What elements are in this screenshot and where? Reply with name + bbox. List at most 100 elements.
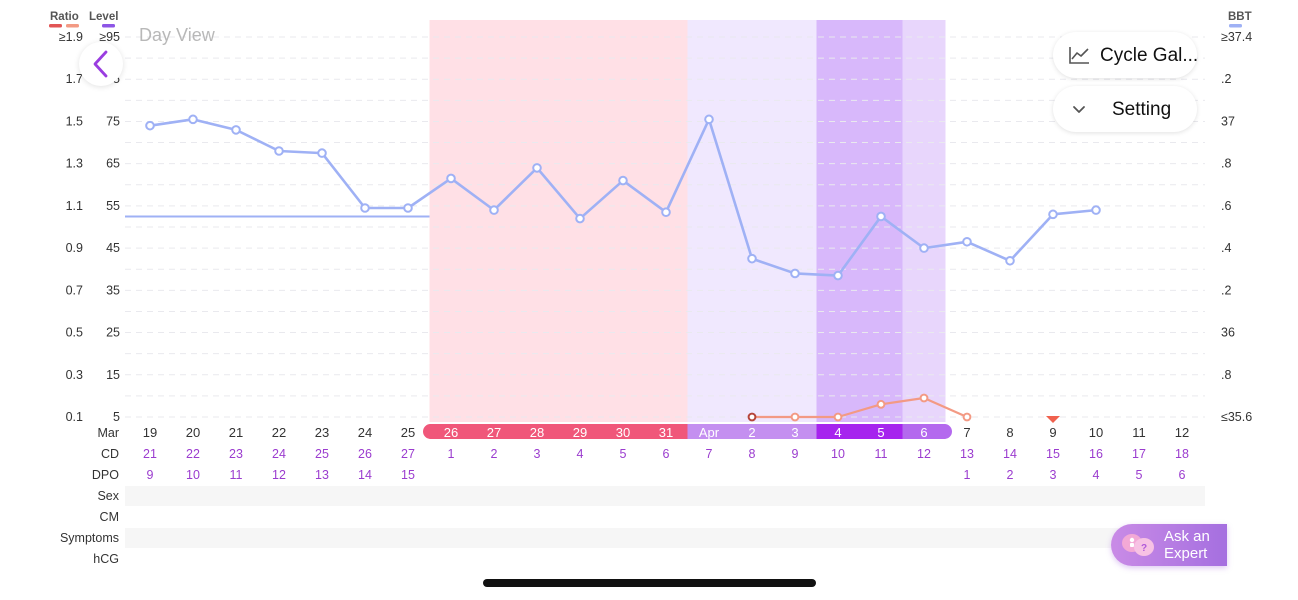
bbt-point[interactable] bbox=[188, 114, 198, 125]
level-tick-label: 75 bbox=[106, 114, 120, 128]
cm-row-label: CM bbox=[100, 510, 119, 524]
dpo-value: 3 bbox=[1050, 468, 1057, 482]
bbt-swatch bbox=[1229, 24, 1242, 28]
ratio-point[interactable] bbox=[747, 412, 757, 422]
bbt-point[interactable] bbox=[274, 146, 284, 156]
cd-row-label: CD bbox=[101, 447, 119, 461]
ratio-tick-label: 1.3 bbox=[66, 157, 83, 171]
cycle-gallery-label: Cycle Gal... bbox=[1100, 45, 1199, 66]
ratio-swatch-light bbox=[66, 24, 79, 28]
dpo-row-label: DPO bbox=[92, 468, 119, 482]
ratio-legend-label: Ratio bbox=[50, 11, 79, 23]
dpo-value: 2 bbox=[1007, 468, 1014, 482]
band-period bbox=[429, 20, 688, 422]
bbt-point[interactable] bbox=[833, 270, 843, 281]
cd-value: 24 bbox=[272, 447, 286, 461]
ratio-tick-label: 0.9 bbox=[66, 241, 83, 255]
bbt-point[interactable] bbox=[575, 213, 585, 224]
date-label: 31 bbox=[659, 425, 673, 440]
level-tick-label: 45 bbox=[106, 241, 120, 255]
ratio-point[interactable] bbox=[833, 412, 843, 422]
bbt-point[interactable] bbox=[403, 203, 413, 213]
cd-value: 9 bbox=[792, 447, 799, 461]
cd-value: 14 bbox=[1003, 447, 1017, 461]
dpo-value: 12 bbox=[272, 468, 286, 482]
ratio-point[interactable] bbox=[962, 412, 972, 422]
bbt-point[interactable] bbox=[1048, 209, 1058, 220]
cd-value: 23 bbox=[229, 447, 243, 461]
ratio-tick-label: 0.3 bbox=[66, 368, 83, 382]
bbt-point[interactable] bbox=[790, 268, 800, 279]
band-fertile-light bbox=[687, 20, 817, 422]
band-fertile-high bbox=[902, 20, 946, 422]
setting-button[interactable]: Setting bbox=[1053, 86, 1197, 132]
cd-value: 6 bbox=[663, 447, 670, 461]
date-strip-fertile-peak bbox=[816, 424, 903, 439]
bbt-point[interactable] bbox=[661, 207, 671, 218]
date-strip-cap-right bbox=[937, 424, 952, 439]
bbt-point[interactable] bbox=[962, 236, 972, 247]
ask-expert-button[interactable]: ? Ask an Expert bbox=[1111, 524, 1227, 566]
bbt-tick-label: ≤35.6 bbox=[1221, 410, 1252, 424]
ratio-point[interactable] bbox=[919, 393, 929, 403]
cd-value: 13 bbox=[960, 447, 974, 461]
date-label: 26 bbox=[444, 425, 458, 440]
date-label: 6 bbox=[920, 425, 927, 440]
dpo-value: 1 bbox=[964, 468, 971, 482]
bbt-point[interactable] bbox=[747, 253, 757, 264]
bbt-point[interactable] bbox=[360, 203, 370, 213]
bbt-point[interactable] bbox=[876, 211, 886, 222]
level-tick-label: 35 bbox=[106, 283, 120, 297]
hcg-row-label: hCG bbox=[93, 552, 119, 566]
date-label: 19 bbox=[143, 425, 157, 440]
line-chart-icon bbox=[1069, 47, 1089, 64]
bbt-point[interactable] bbox=[618, 175, 628, 186]
ratio-tick-label: 1.5 bbox=[66, 114, 83, 128]
back-button[interactable] bbox=[79, 42, 123, 86]
bbt-point[interactable] bbox=[317, 148, 327, 158]
bbt-tick-label: .6 bbox=[1221, 199, 1231, 213]
level-tick-label: 65 bbox=[106, 157, 120, 171]
cd-value: 17 bbox=[1132, 447, 1146, 461]
date-label: 25 bbox=[401, 425, 415, 440]
bbt-point[interactable] bbox=[704, 114, 714, 125]
bbt-point[interactable] bbox=[1005, 255, 1015, 266]
bbt-tick-label: .8 bbox=[1221, 368, 1231, 382]
ratio-point[interactable] bbox=[790, 412, 800, 422]
bbt-point[interactable] bbox=[1091, 205, 1101, 215]
date-label: Apr bbox=[699, 425, 720, 440]
date-label: 2 bbox=[748, 425, 755, 440]
date-label: 20 bbox=[186, 425, 200, 440]
dpo-value: 4 bbox=[1093, 468, 1100, 482]
cycle-gallery-button[interactable]: Cycle Gal... bbox=[1053, 32, 1199, 78]
bbt-point[interactable] bbox=[145, 120, 155, 131]
bbt-point[interactable] bbox=[919, 243, 929, 253]
setting-label: Setting bbox=[1112, 99, 1172, 120]
ratio-swatch-dark bbox=[49, 24, 62, 28]
date-label: 10 bbox=[1089, 425, 1103, 440]
bbt-legend-label: BBT bbox=[1228, 11, 1252, 23]
dpo-value: 14 bbox=[358, 468, 372, 482]
bbt-point[interactable] bbox=[489, 205, 499, 215]
ratio-tick-label: 0.7 bbox=[66, 283, 83, 297]
home-indicator[interactable] bbox=[483, 579, 816, 587]
ask-expert-label-line2: Expert bbox=[1164, 545, 1208, 562]
ratio-line bbox=[752, 396, 968, 419]
cd-value: 27 bbox=[401, 447, 415, 461]
date-label: 8 bbox=[1006, 425, 1013, 440]
bbt-point[interactable] bbox=[231, 125, 241, 135]
bbt-tick-label: .4 bbox=[1221, 241, 1231, 255]
dpo-value: 5 bbox=[1136, 468, 1143, 482]
dpo-value: 9 bbox=[147, 468, 154, 482]
date-label: 5 bbox=[877, 425, 884, 440]
bbt-point[interactable] bbox=[446, 173, 456, 184]
ratio-point[interactable] bbox=[876, 399, 886, 409]
date-label: 21 bbox=[229, 425, 243, 440]
date-label: 24 bbox=[358, 425, 372, 440]
level-tick-label: 5 bbox=[113, 410, 120, 424]
date-label: 28 bbox=[530, 425, 544, 440]
level-tick-label: 15 bbox=[106, 368, 120, 382]
cd-value: 7 bbox=[706, 447, 713, 461]
bbt-point[interactable] bbox=[532, 163, 542, 173]
date-label: 3 bbox=[791, 425, 798, 440]
